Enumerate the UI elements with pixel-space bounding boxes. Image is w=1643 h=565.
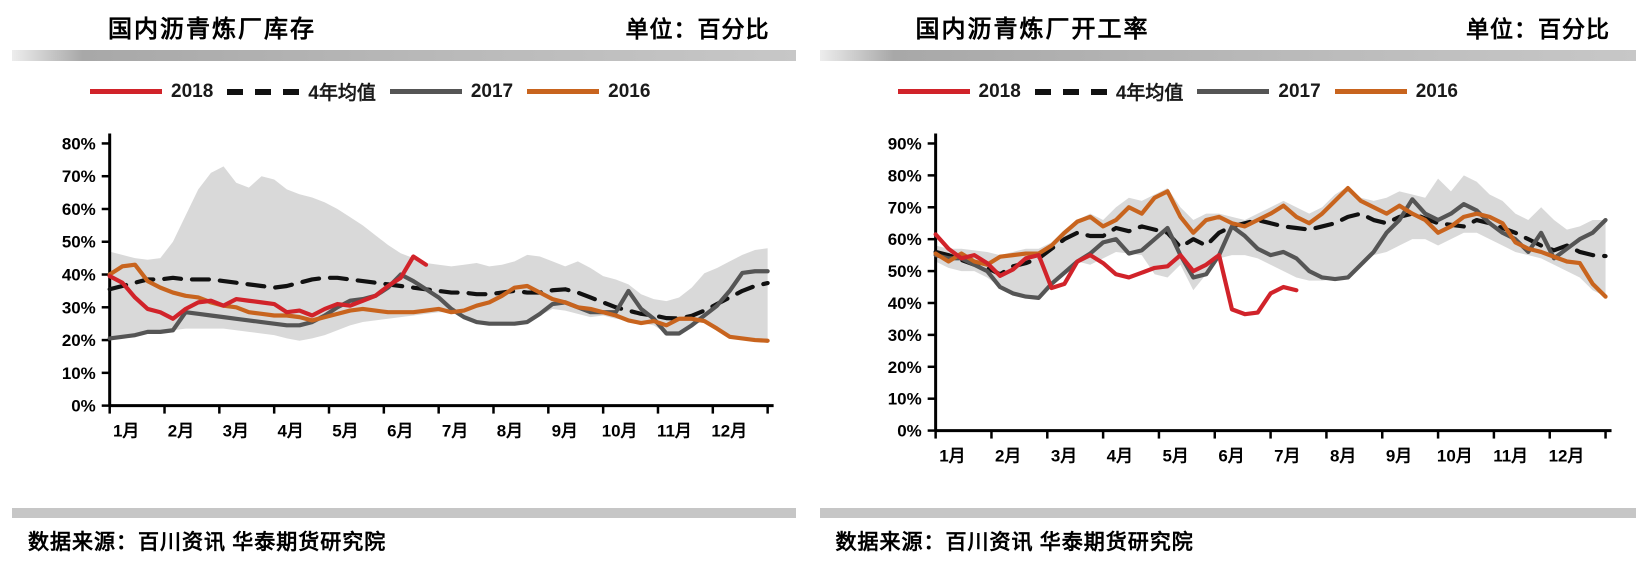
y-tick-label: 10% bbox=[887, 390, 921, 409]
y-tick-label: 70% bbox=[62, 167, 96, 186]
legend-swatch-4yr-avg bbox=[227, 88, 300, 95]
x-tick-label: 6月 bbox=[1218, 446, 1244, 465]
legend-item-4yr-avg: 4年均值 bbox=[1034, 78, 1184, 105]
chart-canvas-inventory: 0% 10% 20% 30% 40% 50% 60% 70% 80% 1月 2月 3月 4月 5月 6月 7月… bbox=[62, 133, 774, 441]
legend-label: 2017 bbox=[1278, 80, 1321, 102]
legend-swatch-2018 bbox=[90, 89, 162, 94]
x-tick-label: 3月 bbox=[1050, 446, 1076, 465]
y-tick-label: 70% bbox=[887, 198, 921, 217]
x-tick-label: 10月 bbox=[1436, 446, 1472, 465]
y-tick-label: 0% bbox=[897, 422, 921, 441]
x-tick-label: 11月 bbox=[1493, 446, 1528, 465]
x-tick-label: 7月 bbox=[442, 422, 468, 441]
x-tick-label: 7月 bbox=[1274, 446, 1300, 465]
legend-item-2018: 2018 bbox=[897, 80, 1021, 103]
chart-panel-inventory: 国内沥青炼厂库存 单位：百分比 2018 4年均值 2017 2016 0% 10… bbox=[10, 5, 798, 560]
series-line-2018 bbox=[933, 232, 1299, 317]
y-tick-label: 0% bbox=[71, 397, 95, 416]
x-tick-label: 12月 bbox=[1548, 446, 1584, 465]
x-tick-label: 4月 bbox=[1106, 446, 1132, 465]
chart-title: 国内沥青炼厂开工率 bbox=[915, 17, 1150, 43]
chart-panel-operating-rate: 国内沥青炼厂开工率 单位：百分比 2018 4年均值 2017 2016 0% 1… bbox=[818, 5, 1638, 560]
legend-item-2017: 2017 bbox=[1197, 80, 1321, 103]
series-line-2018 bbox=[107, 254, 429, 321]
bottom-divider-bar bbox=[12, 508, 796, 518]
y-tick-label: 90% bbox=[887, 134, 921, 153]
x-tick-label: 9月 bbox=[552, 422, 578, 441]
y-tick-label: 80% bbox=[887, 166, 921, 185]
y-tick-label: 60% bbox=[62, 200, 96, 219]
x-tick-label: 12月 bbox=[711, 422, 747, 441]
legend-label: 4年均值 bbox=[1115, 83, 1184, 104]
series-line-2017 bbox=[933, 197, 1608, 300]
y-tick-label: 50% bbox=[62, 233, 96, 252]
legend-swatch-2016 bbox=[527, 89, 600, 94]
legend-swatch-2017 bbox=[389, 89, 462, 94]
unit-label: 单位：百分比 bbox=[625, 17, 770, 42]
legend-label: 2016 bbox=[1415, 80, 1458, 102]
data-source-note: 数据来源：百川资讯 华泰期货研究院 bbox=[28, 530, 387, 554]
legend-swatch-2017 bbox=[1197, 89, 1270, 94]
legend-label: 2018 bbox=[978, 80, 1021, 102]
x-tick-label: 4月 bbox=[277, 422, 303, 441]
y-tick-label: 60% bbox=[887, 230, 921, 249]
legend-item-2018: 2018 bbox=[90, 81, 213, 103]
band-4-year-min-max-range bbox=[109, 166, 768, 344]
legend-label: 2017 bbox=[470, 80, 514, 102]
x-tick-label: 11月 bbox=[657, 422, 692, 441]
y-tick-label: 50% bbox=[887, 262, 921, 281]
x-tick-label: 8月 bbox=[1330, 446, 1356, 465]
legend-label: 2016 bbox=[608, 80, 651, 102]
legend-item-2016: 2016 bbox=[1334, 80, 1458, 103]
x-tick-label: 1月 bbox=[939, 446, 965, 465]
legend-label: 4年均值 bbox=[308, 83, 376, 104]
y-tick-label: 30% bbox=[887, 326, 921, 345]
legend: 2018 4年均值 2017 2016 bbox=[10, 61, 798, 105]
x-tick-label: 9月 bbox=[1385, 446, 1411, 465]
panel-header: 国内沥青炼厂库存 单位：百分比 bbox=[10, 5, 798, 47]
legend-item-2017: 2017 bbox=[389, 80, 514, 103]
x-tick-label: 1月 bbox=[113, 422, 139, 441]
x-tick-label: 8月 bbox=[497, 422, 523, 441]
y-tick-label: 10% bbox=[62, 364, 96, 383]
y-tick-label: 20% bbox=[887, 358, 921, 377]
x-tick-label: 2月 bbox=[995, 446, 1021, 465]
legend-swatch-4yr-avg bbox=[1034, 88, 1107, 95]
chart-canvas-operating-rate: 0% 10% 20% 30% 40% 50% 60% 70% 80% 90% 1月 2月 3月 4月 5月 6… bbox=[887, 133, 1612, 465]
legend-swatch-2018 bbox=[897, 89, 970, 94]
x-tick-label: 3月 bbox=[223, 422, 249, 441]
y-tick-label: 40% bbox=[887, 294, 921, 313]
bottom-divider-bar bbox=[819, 508, 1636, 518]
top-divider-bar bbox=[819, 50, 1636, 61]
y-tick-label: 20% bbox=[62, 331, 96, 350]
top-divider-bar bbox=[12, 50, 796, 61]
band-4-year-min-max-range bbox=[935, 175, 1606, 298]
legend-swatch-2016 bbox=[1334, 89, 1407, 94]
x-tick-label: 10月 bbox=[602, 422, 638, 441]
panel-footer: 数据来源：百川资讯 华泰期货研究院 bbox=[818, 508, 1638, 560]
legend: 2018 4年均值 2017 2016 bbox=[818, 61, 1638, 105]
series-line-2016 bbox=[933, 186, 1608, 299]
panel-header: 国内沥青炼厂开工率 单位：百分比 bbox=[818, 5, 1638, 47]
legend-item-4yr-avg: 4年均值 bbox=[227, 78, 376, 105]
x-tick-label: 5月 bbox=[1162, 446, 1188, 465]
y-tick-label: 40% bbox=[62, 266, 96, 285]
panel-footer: 数据来源：百川资讯 华泰期货研究院 bbox=[10, 508, 798, 560]
series-line-4年均值 bbox=[933, 211, 1608, 277]
x-tick-label: 2月 bbox=[168, 422, 194, 441]
unit-label: 单位：百分比 bbox=[1466, 17, 1610, 42]
data-source-note: 数据来源：百川资讯 华泰期货研究院 bbox=[835, 530, 1194, 554]
chart-title: 国内沥青炼厂库存 bbox=[108, 17, 316, 43]
x-tick-label: 5月 bbox=[332, 422, 358, 441]
x-tick-label: 6月 bbox=[387, 422, 413, 441]
y-tick-label: 80% bbox=[62, 134, 96, 153]
legend-item-2016: 2016 bbox=[527, 81, 650, 103]
y-tick-label: 30% bbox=[62, 298, 96, 317]
legend-label: 2018 bbox=[171, 80, 214, 102]
series-line-4年均值 bbox=[107, 275, 770, 321]
